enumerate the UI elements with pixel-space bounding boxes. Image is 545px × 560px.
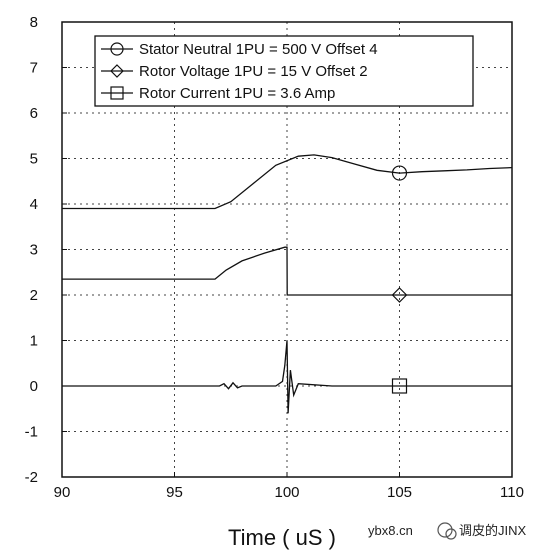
legend: Stator Neutral 1PU = 500 V Offset 4 Rotor… xyxy=(94,35,474,107)
x-tick-label: 95 xyxy=(166,484,183,501)
series-line-2 xyxy=(62,246,512,296)
x-axis-label: Time ( uS ) xyxy=(228,525,336,550)
legend-entry: Stator Neutral 1PU = 500 V Offset 4 xyxy=(139,41,378,58)
x-tick-label: 110 xyxy=(500,484,524,501)
y-tick-label: 5 xyxy=(30,151,38,168)
x-tick-label: 90 xyxy=(54,484,71,501)
y-tick-label: 7 xyxy=(30,60,38,77)
y-tick-label: -2 xyxy=(25,469,38,486)
x-tick-label: 100 xyxy=(274,484,299,501)
y-tick-label: 2 xyxy=(30,287,38,304)
legend-entry: Rotor Voltage 1PU = 15 V Offset 2 xyxy=(139,63,368,80)
y-tick-label: 3 xyxy=(30,242,38,259)
marker-diamond xyxy=(391,287,408,303)
legend-entry: Rotor Current 1PU = 3.6 Amp xyxy=(139,85,335,102)
y-tick-label: 6 xyxy=(30,105,38,122)
watermark-site: ybx8.cn xyxy=(368,523,413,538)
y-tick-label: 1 xyxy=(30,333,38,350)
x-tick-label: 105 xyxy=(387,484,412,501)
marker-square xyxy=(391,378,408,394)
marker-diamond xyxy=(110,64,124,78)
y-tick-label: -1 xyxy=(25,424,38,441)
watermark-account: 调皮的JINX xyxy=(459,523,527,538)
y-axis: -2 -1 0 1 2 3 4 5 6 7 8 xyxy=(25,14,67,486)
legend-box xyxy=(94,35,474,107)
grid xyxy=(62,22,512,477)
marker-circle xyxy=(110,42,124,56)
y-tick-label: 4 xyxy=(30,196,38,213)
series-group xyxy=(62,154,513,414)
x-axis: 90 95 100 105 110 xyxy=(54,472,524,501)
wechat-icon xyxy=(437,522,457,540)
series-line-3 xyxy=(62,340,512,414)
y-tick-label: 8 xyxy=(30,14,38,31)
marker-circle xyxy=(391,165,408,181)
series-line-1 xyxy=(62,154,513,210)
marker-square xyxy=(110,86,124,100)
y-tick-label: 0 xyxy=(30,378,38,395)
